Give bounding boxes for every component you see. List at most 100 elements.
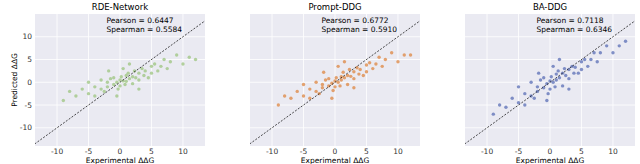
point: [348, 68, 351, 71]
point: [338, 84, 341, 87]
point: [561, 84, 564, 87]
point: [153, 62, 156, 65]
grid-line: [250, 36, 420, 37]
point: [564, 74, 567, 77]
point: [551, 65, 554, 68]
point: [302, 94, 305, 97]
point: [558, 76, 561, 79]
point: [308, 87, 311, 90]
point: [331, 89, 334, 92]
point: [537, 71, 540, 74]
y-axis-label: Predicted ΔΔG: [10, 53, 19, 107]
plot-background: [35, 14, 205, 146]
tick-label: -5: [515, 147, 523, 156]
point: [335, 76, 338, 79]
point: [374, 62, 377, 65]
point: [166, 67, 169, 70]
point: [103, 90, 106, 93]
point: [131, 75, 134, 78]
point: [580, 68, 583, 71]
point: [62, 99, 65, 102]
grid-line: [465, 105, 635, 106]
grid-line: [35, 36, 205, 37]
point: [377, 56, 380, 59]
grid-line: [487, 14, 488, 146]
grid-line: [250, 59, 420, 60]
point: [611, 51, 614, 54]
point: [115, 94, 118, 97]
point: [327, 77, 330, 80]
annotation: Pearson = 0.6447: [106, 16, 173, 25]
point: [74, 94, 77, 97]
point: [355, 66, 358, 69]
grid-line: [182, 14, 183, 146]
tick-label: 0: [118, 147, 123, 156]
x-axis-label: Experimental ΔΔG: [516, 156, 585, 164]
point: [277, 103, 280, 106]
point: [352, 77, 355, 80]
point: [99, 78, 102, 81]
point: [106, 81, 109, 84]
identity-line: [250, 14, 420, 146]
tick-label: 0: [548, 147, 553, 156]
grid-line: [465, 36, 635, 37]
point: [589, 58, 592, 61]
point: [142, 74, 145, 77]
point: [68, 90, 71, 93]
point: [131, 82, 134, 85]
point: [346, 83, 349, 86]
point: [321, 86, 324, 89]
point: [599, 51, 602, 54]
point: [296, 90, 299, 93]
point: [107, 69, 110, 72]
point: [99, 87, 102, 90]
point: [553, 85, 556, 88]
point: [396, 60, 399, 63]
point: [181, 62, 184, 65]
point: [545, 99, 548, 102]
grid-line: [518, 14, 519, 146]
point: [523, 103, 526, 106]
grid-line: [57, 14, 58, 146]
title: Prompt-DDG: [308, 2, 361, 12]
point: [558, 58, 561, 61]
point: [330, 97, 333, 100]
point: [365, 63, 368, 66]
point: [109, 77, 112, 80]
tick-label: 10: [393, 147, 403, 156]
grid-line: [250, 105, 420, 106]
point: [137, 78, 140, 81]
point: [125, 80, 128, 83]
plot-background: [250, 14, 420, 146]
annotation: Pearson = 0.6772: [321, 16, 388, 25]
tick-label: -10: [481, 147, 493, 156]
point: [137, 71, 140, 74]
point: [120, 75, 123, 78]
plot-background: [465, 14, 635, 146]
point: [492, 112, 495, 115]
point: [580, 60, 583, 63]
point: [340, 78, 343, 81]
point: [321, 83, 324, 86]
point: [341, 71, 344, 74]
point: [352, 70, 355, 73]
annotation: Spearman = 0.6346: [536, 25, 612, 34]
title: BA-DDG: [533, 2, 567, 12]
point: [572, 71, 575, 74]
plot-area: [35, 14, 205, 146]
point: [330, 81, 333, 84]
panel: -10-50510-10-50510Pearson = 0.6447Spearm…: [10, 2, 214, 164]
point: [314, 81, 317, 84]
point: [126, 71, 129, 74]
annotation: Spearman = 0.5910: [321, 25, 397, 34]
point: [563, 67, 566, 70]
tick-label: 5: [149, 147, 154, 156]
point: [596, 60, 599, 63]
point: [106, 85, 109, 88]
point: [550, 75, 553, 78]
point: [336, 81, 339, 84]
point: [343, 76, 346, 79]
point: [194, 58, 197, 61]
point: [357, 72, 360, 75]
point: [118, 84, 121, 87]
